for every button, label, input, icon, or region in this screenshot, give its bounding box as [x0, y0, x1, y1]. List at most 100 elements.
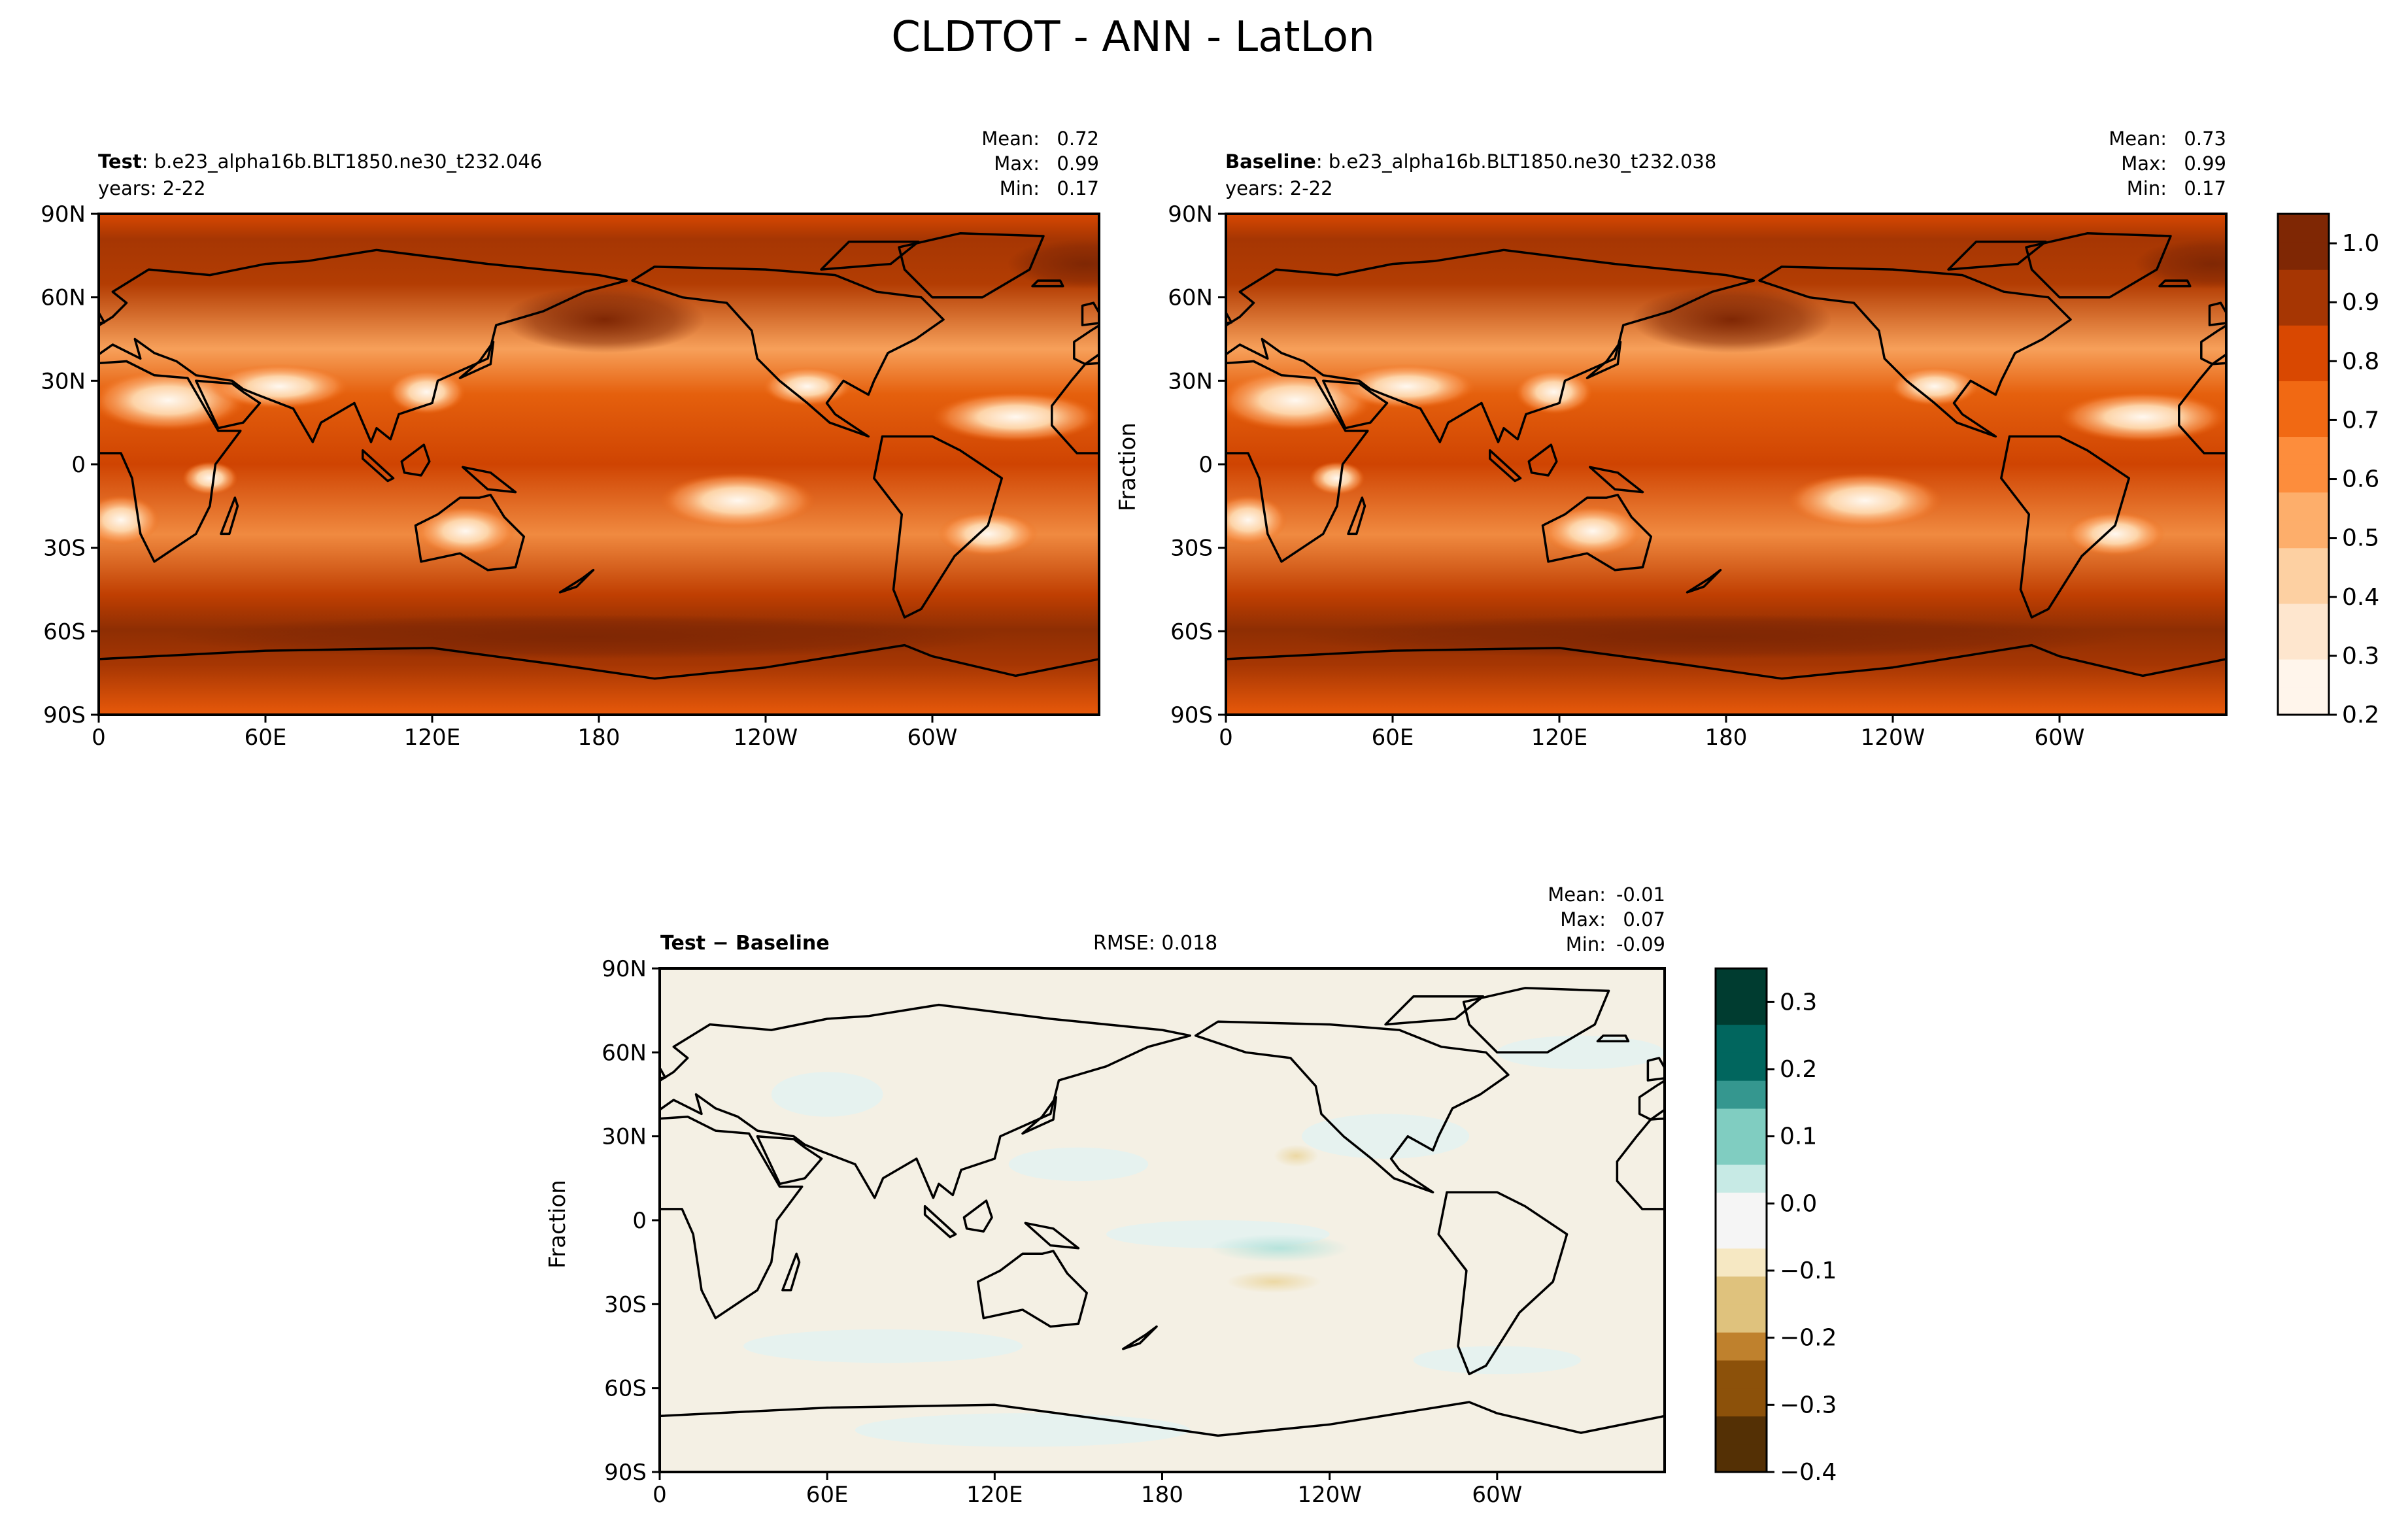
- test-x-tick-label: 60W: [907, 725, 958, 751]
- test-years: years: 2-22: [98, 177, 206, 199]
- baseline-coastline-north-america: [1758, 265, 2072, 438]
- difference-y-tick-label: 60N: [602, 1040, 647, 1066]
- test-coastline-new-guinea: [462, 466, 517, 494]
- baseline-coastline-sumatra: [1489, 449, 1522, 483]
- baseline-clear-sky-region-1: [1337, 364, 1476, 409]
- baseline-coastline-south-america: [2000, 435, 2131, 619]
- difference-colorbar-segment: [1716, 1332, 1767, 1361]
- test-x-tick-label: 180: [578, 725, 620, 751]
- main-colorbar-tick-label: 0.3: [2342, 643, 2379, 670]
- test-y-tick-label: 30S: [43, 536, 86, 562]
- baseline-clear-sky-region-7: [1309, 461, 1365, 495]
- main-colorbar-tick-label: 0.6: [2342, 466, 2379, 493]
- main-colorbar-segment: [2278, 687, 2329, 715]
- difference-coastline-new-guinea: [1024, 1222, 1080, 1250]
- test-clear-sky-region-2: [388, 369, 466, 415]
- test-clear-sky-region-7: [182, 461, 238, 495]
- baseline-coastline-japan: [1586, 341, 1622, 379]
- test-coastline-new-zealand: [558, 568, 595, 594]
- difference-decrease-region-2: [1274, 1144, 1319, 1167]
- baseline-cloudy-region-12: [2134, 239, 2226, 289]
- main-colorbar-segment: [2278, 214, 2329, 243]
- difference-mean-label: Mean:: [1548, 883, 1606, 906]
- baseline-x-tick-label: 120E: [1531, 725, 1587, 751]
- baseline-coastline-iceland-wrap: [2158, 279, 2192, 288]
- difference-slight-increase-7: [1413, 1346, 1581, 1375]
- difference-slight-increase-1: [1008, 1147, 1149, 1182]
- test-cloudy-region-11: [168, 614, 1002, 659]
- test-y-tick-label: 60N: [41, 285, 86, 311]
- main-colorbar-segment: [2278, 297, 2329, 326]
- test-coastline-eurasia: [99, 248, 628, 443]
- test-y-tick-label: 30N: [41, 368, 86, 394]
- test-clear-sky-region-8: [938, 511, 1038, 556]
- test-x-tick-label: 0: [92, 725, 106, 751]
- test-clear-sky-region-1: [210, 364, 349, 409]
- test-y-tick-label: 90N: [41, 201, 86, 228]
- main-colorbar-segment: [2278, 269, 2329, 298]
- main-colorbar-segment: [2278, 241, 2329, 270]
- test-field: [99, 214, 1099, 715]
- baseline-label-sep: :: [1316, 150, 1329, 173]
- difference-increase-region: [1210, 1234, 1349, 1263]
- difference-x-tick-label: 60E: [806, 1482, 849, 1508]
- difference-coastline-uk-wrap: [1646, 1057, 1665, 1082]
- difference-x-tick-label: 120E: [966, 1482, 1023, 1508]
- baseline-x-tick-label: 0: [1219, 725, 1233, 751]
- difference-slight-increase-6: [1497, 1035, 1665, 1069]
- difference-colorbar-tick-label: −0.1: [1780, 1258, 1837, 1284]
- test-coastline-iceland-wrap: [1031, 279, 1064, 288]
- difference-colorbar: 0.3 0.2 0.1 0.0 −0.1 −0.2 −0.3 −0.4: [1714, 967, 1837, 1486]
- difference-coastline-japan: [1021, 1096, 1058, 1135]
- difference-coastline-north-america: [1194, 1020, 1510, 1193]
- baseline-coastline-uk-wrap: [2208, 301, 2226, 326]
- baseline-clear-sky-region-9: [1890, 367, 1979, 406]
- difference-stats: Mean: -0.01 Max: 0.07 Min: -0.09: [1548, 883, 1665, 955]
- difference-coastline-australia: [976, 1250, 1088, 1328]
- baseline-field: [1226, 214, 2226, 715]
- difference-slight-increase-5: [855, 1413, 1191, 1447]
- test-coastline-antarctica: [99, 643, 1099, 715]
- difference-colorbar-segment: [1716, 1304, 1767, 1333]
- test-coastline-australia: [414, 494, 526, 572]
- baseline-max-value: 0.99: [2184, 152, 2226, 175]
- difference-coastline-arabia: [756, 1135, 823, 1186]
- test-clear-sky-region-4: [660, 472, 816, 528]
- baseline-coastline-africa: [1226, 360, 1369, 563]
- difference-y-tick-label: 90N: [602, 956, 647, 982]
- baseline-map: 0 60E 120E 180 120W 60W 90N 60N 30N 0 30S 60S 90S: [1168, 201, 2228, 751]
- test-coastline-south-america: [873, 435, 1004, 619]
- baseline-coastline-new-guinea: [1589, 466, 1644, 494]
- baseline-clear-sky-region-8: [2065, 511, 2165, 556]
- main-colorbar-segment: [2278, 464, 2329, 493]
- test-label-sep: :: [142, 150, 154, 173]
- difference-colorbar-tick-label: 0.1: [1780, 1123, 1817, 1150]
- difference-colorbar-segment: [1716, 1360, 1767, 1389]
- difference-mean-value: -0.01: [1616, 883, 1665, 906]
- baseline-coastline-new-zealand: [1686, 568, 1722, 594]
- difference-coastline-eurasia: [660, 1003, 1191, 1199]
- test-map: 0 60E 120E 180 120W 60W 90N 60N 30N 0 30S 60S 90S: [41, 201, 1100, 751]
- baseline-clear-sky-region-5: [2060, 392, 2226, 442]
- baseline-y-tick-label: 30N: [1168, 368, 1213, 394]
- baseline-x-tick-label: 60W: [2035, 725, 2085, 751]
- difference-slight-increase-4: [743, 1329, 1023, 1363]
- main-colorbar-segment: [2278, 603, 2329, 632]
- main-colorbar-segment: [2278, 352, 2329, 381]
- test-mean-label: Mean:: [981, 128, 1040, 150]
- baseline-clear-sky-region-3: [1542, 505, 1643, 556]
- test-coastline-north-america: [631, 265, 945, 438]
- difference-colorbar-segment: [1716, 1220, 1767, 1249]
- test-clear-sky-region-9: [762, 367, 852, 406]
- baseline-y-tick-label: 90S: [1170, 702, 1213, 728]
- test-label: Test: [98, 150, 142, 173]
- baseline-coastlines: [1226, 232, 2226, 715]
- main-colorbar: 1.0 0.9 0.8 0.7 0.6 0.5 0.4 0.3 0.2: [2277, 213, 2379, 728]
- baseline-y-tick-label: 60S: [1170, 619, 1213, 645]
- baseline-x-tick-label: 60E: [1372, 725, 1414, 751]
- main-colorbar-segment: [2278, 547, 2329, 576]
- baseline-coastline-arabia: [1322, 379, 1389, 430]
- difference-colorbar-tick-label: 0.0: [1780, 1190, 1817, 1217]
- baseline-header: Baseline: b.e23_alpha16b.BLT1850.ne30_t2…: [1225, 150, 1716, 173]
